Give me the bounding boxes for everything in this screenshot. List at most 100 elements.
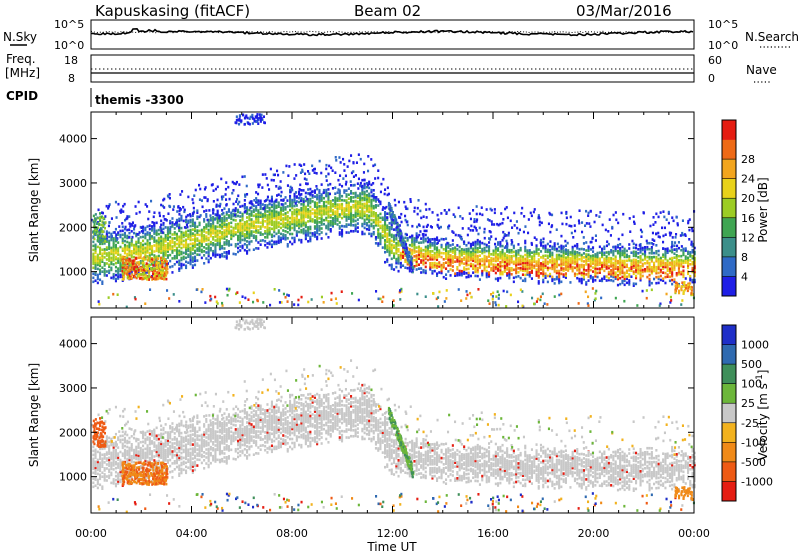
power-cell — [108, 231, 111, 235]
power-cell — [295, 210, 298, 213]
power-cell — [549, 254, 552, 258]
power-cell — [526, 261, 529, 264]
power-cell — [343, 215, 346, 218]
power-cell — [542, 274, 545, 278]
power-cell — [497, 259, 500, 262]
power-cell — [266, 198, 269, 201]
power-cell — [101, 242, 104, 246]
power-cell — [467, 257, 470, 261]
power-cell — [393, 214, 396, 217]
power-cell — [282, 223, 285, 226]
power-cell — [248, 208, 251, 212]
power-cell — [356, 222, 359, 225]
power-cell — [671, 268, 674, 272]
power-cell — [481, 247, 484, 251]
power-cell — [476, 218, 479, 221]
power-cell — [668, 279, 671, 283]
power-cell — [216, 233, 219, 237]
power-cell — [413, 251, 416, 254]
power-cell — [363, 198, 366, 202]
power-cell — [451, 265, 454, 268]
power-cell — [189, 258, 192, 262]
power-cell — [693, 262, 696, 266]
power-cell — [94, 267, 97, 270]
power-cell — [442, 266, 445, 269]
power-cell — [361, 206, 364, 210]
power-cell — [415, 260, 418, 263]
power-cell — [112, 273, 115, 276]
power-cell — [322, 210, 325, 214]
power-cell — [515, 249, 518, 253]
power-cell — [447, 260, 450, 263]
power-cell — [526, 267, 529, 270]
power-cell — [542, 268, 545, 272]
power-cell — [105, 252, 108, 255]
power-cell — [476, 268, 479, 272]
power-cell — [490, 220, 493, 223]
power-cell — [422, 225, 425, 229]
power-cell — [419, 209, 422, 213]
power-cell — [621, 249, 624, 253]
power-cell — [524, 241, 527, 245]
power-cell — [325, 188, 328, 192]
power-cell — [232, 232, 235, 236]
power-cell — [691, 229, 694, 233]
power-cell — [510, 273, 513, 276]
power-cell — [163, 271, 166, 274]
power-cell — [178, 209, 181, 213]
power-cell — [218, 241, 221, 245]
power-cell — [639, 261, 642, 264]
power-cell — [628, 283, 631, 286]
power-cell — [474, 240, 477, 244]
power-cell — [485, 259, 488, 263]
power-cell — [664, 257, 667, 261]
power-cell — [397, 244, 400, 247]
power-cell — [266, 246, 269, 249]
power-cell — [558, 279, 561, 283]
power-cell — [648, 281, 651, 285]
power-cell — [343, 213, 346, 216]
power-cell — [445, 257, 448, 260]
power-cell — [646, 247, 649, 251]
power-cell — [596, 275, 599, 279]
power-cell — [212, 232, 215, 235]
power-cell — [388, 228, 391, 231]
power-cell — [212, 230, 215, 233]
power-cell — [417, 247, 420, 251]
power-cell — [99, 227, 102, 230]
power-cell — [238, 301, 241, 304]
power-cell — [417, 251, 420, 254]
power-cell — [201, 205, 204, 209]
power-cell — [370, 210, 373, 214]
power-cell — [128, 247, 131, 251]
power-cell — [160, 227, 163, 231]
power-cell — [350, 229, 353, 233]
power-cell — [255, 227, 258, 230]
power-cell — [680, 260, 683, 264]
power-cell — [671, 258, 674, 262]
power-cell — [309, 199, 312, 203]
power-cell — [565, 216, 568, 220]
power-cell — [662, 210, 665, 213]
power-cell — [94, 255, 97, 259]
power-cell — [302, 213, 305, 217]
power-cell — [130, 253, 133, 257]
power-cell — [569, 281, 572, 284]
power-cell — [635, 254, 638, 258]
power-cell — [526, 251, 529, 254]
power-cell — [105, 262, 108, 265]
power-cell — [648, 257, 651, 261]
power-cell — [135, 212, 138, 215]
power-cell — [331, 209, 334, 212]
power-cell — [163, 218, 166, 221]
power-cell — [664, 271, 667, 275]
power-cell — [207, 254, 210, 258]
power-cell — [648, 273, 651, 277]
power-cell — [485, 271, 488, 275]
power-cell — [395, 247, 398, 251]
power-cell — [639, 278, 642, 282]
power-cell — [690, 243, 693, 246]
power-cell — [277, 241, 280, 244]
power-cell — [675, 262, 678, 265]
power-cell — [148, 233, 151, 237]
